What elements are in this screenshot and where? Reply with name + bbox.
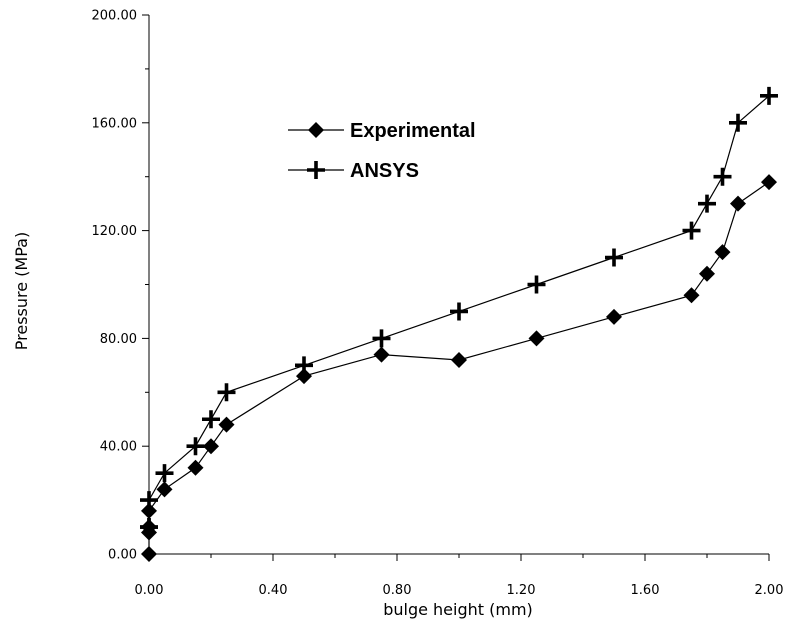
data-point-experimental <box>699 265 715 282</box>
legend-label: ANSYS <box>350 160 419 182</box>
series-line-ansys <box>148 95 770 527</box>
legend-marker <box>307 161 325 179</box>
data-point-ansys <box>295 356 313 375</box>
x-tick-label: 1.60 <box>631 583 660 598</box>
data-point-experimental <box>156 481 173 498</box>
data-point-ansys <box>202 410 220 429</box>
y-tick-label: 120.00 <box>92 224 138 239</box>
data-point-experimental <box>141 546 157 562</box>
series-ansys <box>140 86 778 537</box>
x-tick-label: 2.00 <box>755 583 784 598</box>
series-line-experimental <box>148 181 770 554</box>
data-point-ansys <box>372 329 391 348</box>
data-point-ansys <box>527 275 546 294</box>
data-point-experimental <box>683 287 700 304</box>
data-point-ansys <box>140 518 158 537</box>
data-point-ansys <box>729 113 747 132</box>
data-point-ansys <box>698 194 716 213</box>
data-point-ansys <box>155 464 174 483</box>
data-point-experimental <box>606 308 622 325</box>
legend-item-experimental: Experimental <box>288 120 476 142</box>
y-axis-title: Pressure (MPa) <box>12 232 31 350</box>
data-point-experimental <box>218 416 235 433</box>
x-tick-label: 0.00 <box>135 583 164 598</box>
y-tick-label: 80.00 <box>100 332 137 347</box>
data-point-experimental <box>730 195 746 212</box>
legend-marker <box>308 122 324 138</box>
x-tick-label: 0.40 <box>259 583 288 598</box>
data-point-ansys <box>186 437 205 456</box>
series-experimental <box>141 174 777 562</box>
data-point-experimental <box>296 368 312 385</box>
x-axis-title: bulge height (mm) <box>383 600 533 619</box>
x-tick-label: 1.20 <box>507 583 536 598</box>
data-point-ansys <box>760 86 778 105</box>
y-tick-label: 0.00 <box>108 548 137 563</box>
data-point-experimental <box>203 438 219 455</box>
legend: Experimental ANSYS <box>288 120 476 182</box>
y-tick-label: 200.00 <box>92 9 138 24</box>
data-point-ansys <box>713 167 732 186</box>
data-point-ansys <box>217 383 236 402</box>
y-tick-label: 40.00 <box>100 440 137 455</box>
data-point-experimental <box>451 351 467 368</box>
data-point-experimental <box>187 459 204 476</box>
data-point-ansys <box>450 302 468 321</box>
data-point-experimental <box>528 330 545 347</box>
series-layer <box>140 86 778 562</box>
data-point-ansys <box>140 491 158 510</box>
legend-label: Experimental <box>350 120 476 142</box>
legend-item-ansys: ANSYS <box>288 160 419 182</box>
x-tick-label: 0.80 <box>383 583 412 598</box>
data-point-ansys <box>605 248 623 267</box>
data-point-experimental <box>373 346 390 363</box>
data-point-ansys <box>682 221 701 240</box>
data-point-experimental <box>761 174 777 191</box>
data-point-experimental <box>714 244 731 261</box>
y-tick-label: 160.00 <box>92 116 138 131</box>
axes: 0.00 40.00 80.00 120.00 160.00 200.00 0.00 0.40… <box>92 9 784 599</box>
